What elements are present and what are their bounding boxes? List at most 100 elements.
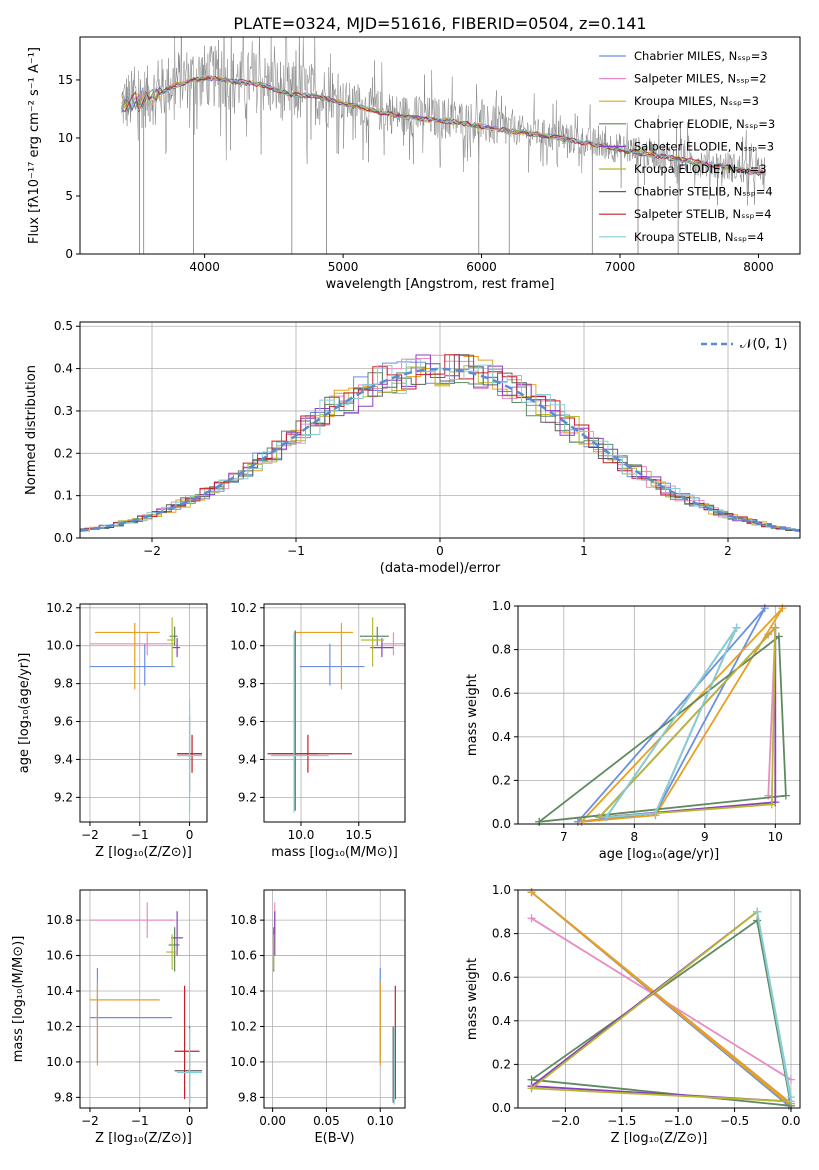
y-tick-label: 9.6	[238, 715, 257, 729]
x-axis-label: wavelength [Angstrom, rest frame]	[326, 277, 555, 292]
weight-marker	[781, 791, 790, 800]
legend-label: Salpeter STELIB, Nₛₛₚ=4	[634, 207, 772, 221]
y-tick-label: 10	[58, 131, 73, 145]
x-tick-label: 4000	[189, 260, 220, 274]
y-tick-label: 10.0	[230, 639, 257, 653]
y-tick-label: 10.4	[230, 984, 257, 998]
weight-line	[538, 634, 787, 823]
weight-line	[598, 625, 777, 819]
panel-residuals: 𝒩(0, 1) −2 −1 0 1 2 0.0 0.1 0.2 0.3 0.4 0.5 (data-mo…	[24, 319, 801, 576]
x-tick-label: 0	[186, 828, 194, 842]
errorbars-age_vs_Z	[89, 617, 203, 813]
axes-frame-weight_vs_Z	[517, 889, 801, 1109]
weight-marker	[595, 813, 604, 822]
y-tick-label: 10.8	[46, 913, 73, 927]
x-tick-label: −2.0	[551, 1114, 580, 1128]
panel-weight_vs_Z: −2.0 −1.5 −1.0 −0.5 0.0 0.0 0.2 0.4 0.6 0.8 1.0 Z […	[465, 883, 801, 1146]
x-tick-label: 0.0	[781, 1114, 800, 1128]
axes-frame-age_vs_Z	[79, 603, 208, 823]
axes-frame-weight_vs_age	[517, 605, 801, 825]
y-tick-label: 9.6	[54, 715, 73, 729]
y-axis-label: Normed distribution	[24, 365, 39, 495]
x-tick-label: −1	[131, 1114, 149, 1128]
y-tick-label: 0	[65, 247, 73, 261]
y-tick-label: 15	[58, 73, 73, 87]
y-axis-label: mass weight	[465, 674, 480, 756]
y-tick-label: 0.0	[492, 817, 511, 831]
y-tick-label: 0.4	[492, 1014, 511, 1028]
x-axis-label: Z [log₁₀(Z/Z⊙)]	[611, 1131, 708, 1146]
x-tick-label: 0.10	[367, 1114, 394, 1128]
weight-marker	[602, 813, 611, 822]
legend-label: Kroupa MILES, Nₛₛₚ=3	[634, 94, 759, 108]
x-tick-label: 7000	[605, 260, 636, 274]
x-tick-label: 8	[631, 830, 639, 844]
x-axis-label: age [log₁₀(age/yr)]	[599, 847, 720, 862]
x-tick-label: 7	[560, 830, 568, 844]
legend-label: Salpeter MILES, Nₛₛₚ=2	[634, 72, 767, 86]
weight-marker	[527, 1084, 536, 1093]
y-tick-label: 10.4	[46, 984, 73, 998]
legend-label: Kroupa ELODIE, Nₛₛₚ=3	[634, 162, 767, 176]
y-tick-label: 9.2	[54, 790, 73, 804]
y-tick-label: 0.4	[492, 730, 511, 744]
legend-label: Chabrier STELIB, Nₛₛₚ=4	[634, 185, 773, 199]
panel-spectrum: Chabrier MILES, Nₛₛₚ=3 Salpeter MILES, Nₛ…	[27, 36, 801, 292]
y-tick-label: 0.2	[492, 773, 511, 787]
x-tick-label: 0	[186, 1114, 194, 1128]
weight-marker	[527, 914, 536, 923]
x-tick-label: −1	[287, 544, 305, 558]
y-tick-label: 0.6	[492, 970, 511, 984]
x-tick-label: −1.0	[664, 1114, 693, 1128]
y-tick-label: 9.4	[238, 752, 257, 766]
weight-line	[605, 627, 738, 819]
y-tick-label: 10.6	[46, 949, 73, 963]
x-tick-label: 0	[436, 544, 444, 558]
x-tick-label: −0.5	[720, 1114, 749, 1128]
y-tick-label: 0.3	[54, 404, 73, 418]
plot-area-mass_vs_Z	[89, 902, 203, 1105]
errorbars-mass_vs_Z	[89, 902, 203, 1105]
y-tick-label: 1.0	[492, 883, 511, 897]
y-tick-label: 0.0	[54, 531, 73, 545]
y-tick-label: 9.8	[238, 1090, 257, 1104]
y-tick-label: 0.1	[54, 489, 73, 503]
legend-label: 𝒩(0, 1)	[740, 337, 787, 352]
y-tick-label: 9.4	[54, 752, 73, 766]
panel-mass_vs_Z: −2 −1 0 9.8 10.0 10.2 10.4 10.6 10.8 Z [log₁₀(Z/Z…	[11, 889, 208, 1146]
observed-spectrum-line	[121, 37, 766, 206]
y-tick-label: 10.0	[46, 639, 73, 653]
x-tick-label: −2	[81, 828, 99, 842]
x-tick-label: 5000	[328, 260, 359, 274]
y-axis-label: age [log₁₀(age/yr)]	[17, 653, 32, 774]
y-tick-label: 10.2	[46, 601, 73, 615]
axes-frame-spectrum	[79, 36, 801, 255]
x-axis-label: (data-model)/error	[380, 561, 501, 576]
y-tick-label: 10.0	[230, 1055, 257, 1069]
x-tick-label: 0.00	[259, 1114, 286, 1128]
panels: Chabrier MILES, Nₛₛₚ=3 Salpeter MILES, Nₛ…	[11, 36, 801, 1146]
y-axis-label: mass weight	[465, 958, 480, 1040]
weight-marker	[767, 800, 776, 809]
plot-area-age_vs_Z	[89, 617, 203, 813]
x-tick-label: −2	[81, 1114, 99, 1128]
histogram-step	[80, 359, 800, 532]
y-tick-label: 0.8	[492, 643, 511, 657]
plot-area-mass_vs_ebv	[273, 902, 396, 1105]
panel-mass_vs_ebv: 0.00 0.05 0.10 9.8 10.0 10.2 10.4 10.6 10.8 E(B-V…	[230, 889, 406, 1146]
plot-area-weight_vs_age	[535, 604, 790, 826]
x-tick-label: −1	[131, 828, 149, 842]
y-tick-label: 0.5	[54, 319, 73, 333]
weight-marker	[753, 916, 762, 925]
errorbars-age_vs_mass	[267, 617, 405, 813]
model-spectrum-line	[121, 76, 766, 176]
x-axis-label: Z [log₁₀(Z/Z⊙)]	[95, 1131, 192, 1146]
y-tick-label: 10.8	[230, 913, 257, 927]
weight-marker	[753, 907, 762, 916]
x-tick-label: −2	[143, 544, 161, 558]
legend-label: Chabrier MILES, Nₛₛₚ=3	[634, 49, 768, 63]
x-axis-label: Z [log₁₀(Z/Z⊙)]	[95, 845, 192, 860]
x-tick-label: 9	[701, 830, 709, 844]
y-tick-label: 9.2	[238, 790, 257, 804]
plot-area-weight_vs_Z	[527, 888, 795, 1110]
